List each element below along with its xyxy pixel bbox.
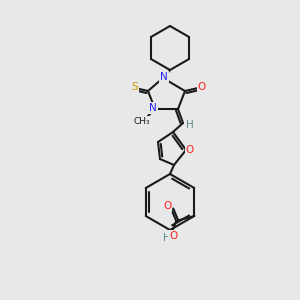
Text: H: H <box>186 120 194 130</box>
Text: O: O <box>186 145 194 155</box>
Text: O: O <box>198 82 206 92</box>
Text: O: O <box>169 231 177 241</box>
Text: N: N <box>149 103 157 113</box>
Text: CH₃: CH₃ <box>134 116 150 125</box>
Text: H: H <box>164 233 171 243</box>
Text: S: S <box>132 82 138 92</box>
Text: N: N <box>160 72 168 82</box>
Text: O: O <box>163 201 171 211</box>
